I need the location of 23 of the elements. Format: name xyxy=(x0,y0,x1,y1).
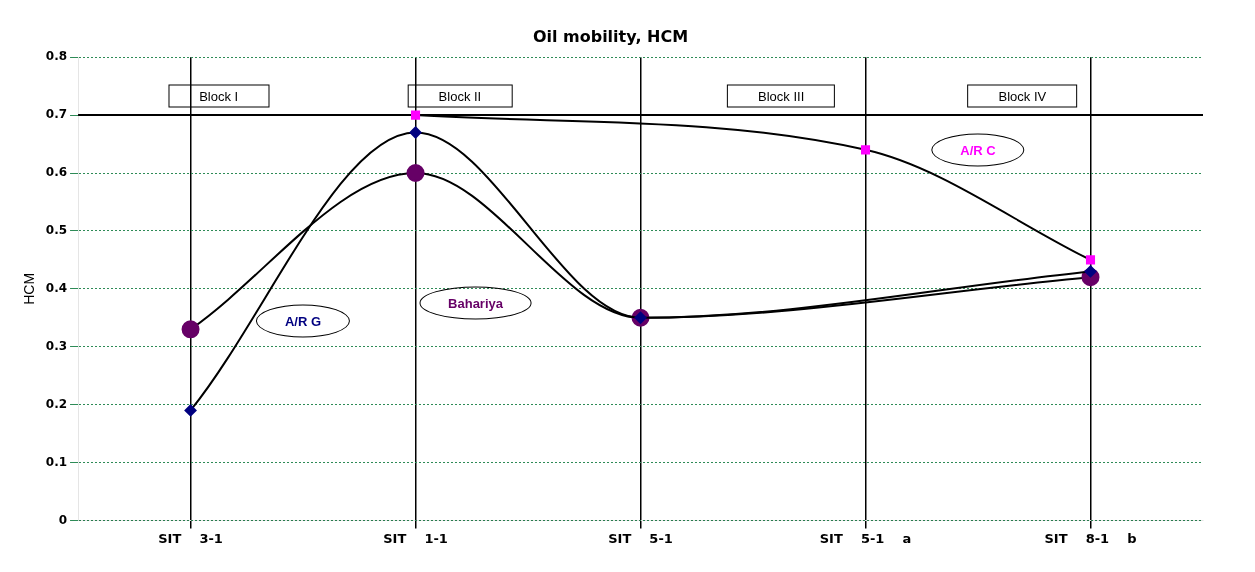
y-tick-label: 0.1 xyxy=(45,454,68,469)
series-label: A/R G xyxy=(255,304,351,338)
text: Bahariya xyxy=(419,286,532,320)
annotation: Block I xyxy=(168,84,270,108)
y-tick-label: 0.7 xyxy=(45,107,68,122)
annotation: Block IV xyxy=(967,84,1078,108)
x-tick-label: SIT 1-1 xyxy=(383,530,448,546)
y-tick-label: 0.2 xyxy=(45,396,68,411)
y-tick-label: 0.5 xyxy=(45,223,68,238)
annotation: Block II xyxy=(407,84,513,108)
chart-title: Oil mobility, HCM xyxy=(532,26,689,46)
y-axis-title: HCM xyxy=(21,272,38,305)
x-tick-label: SIT 3-1 xyxy=(158,530,223,546)
x-tick-label: SIT 5-1 a xyxy=(819,530,912,546)
y-tick-label: 0.8 xyxy=(45,49,68,64)
y-tick-label: 0 xyxy=(58,512,68,527)
x-tick-label: SIT 5-1 xyxy=(608,530,673,546)
x-tick-label: SIT 8-1 b xyxy=(1044,530,1137,546)
y-tick-label: 0.6 xyxy=(45,165,68,180)
y-tick-label: 0.4 xyxy=(45,280,68,295)
text: A/R C xyxy=(931,133,1025,167)
annotation: Block III xyxy=(727,84,836,108)
y-tick-label: 0.3 xyxy=(45,338,68,353)
